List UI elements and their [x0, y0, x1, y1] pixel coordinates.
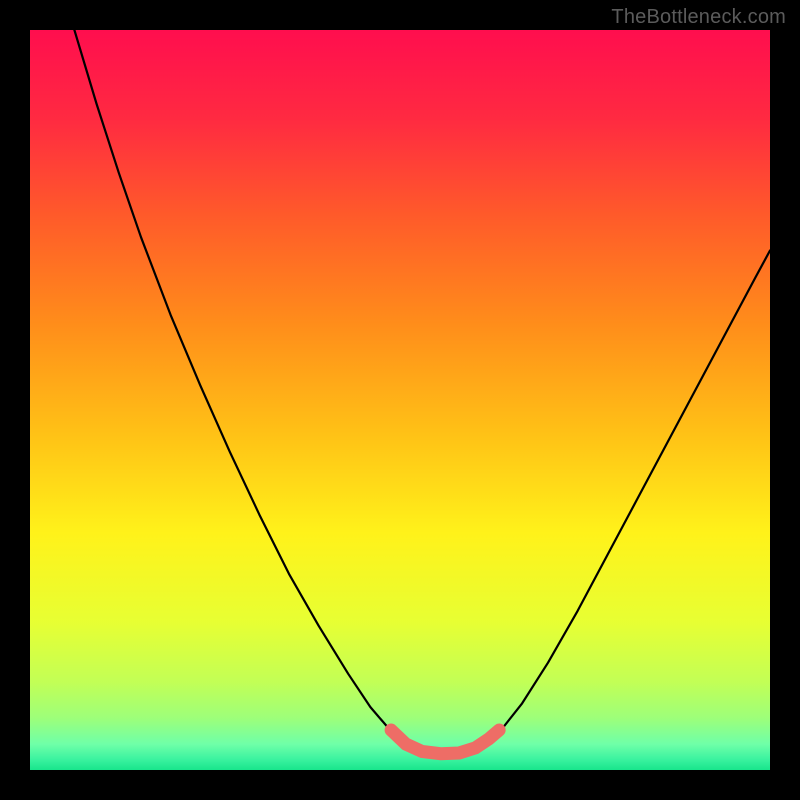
plot-frame [30, 30, 770, 770]
chart-overlay [30, 30, 770, 770]
accent-segment [391, 730, 499, 754]
bottleneck-curve [74, 30, 770, 755]
watermark-text: TheBottleneck.com [611, 6, 786, 29]
stage: TheBottleneck.com [0, 0, 800, 800]
